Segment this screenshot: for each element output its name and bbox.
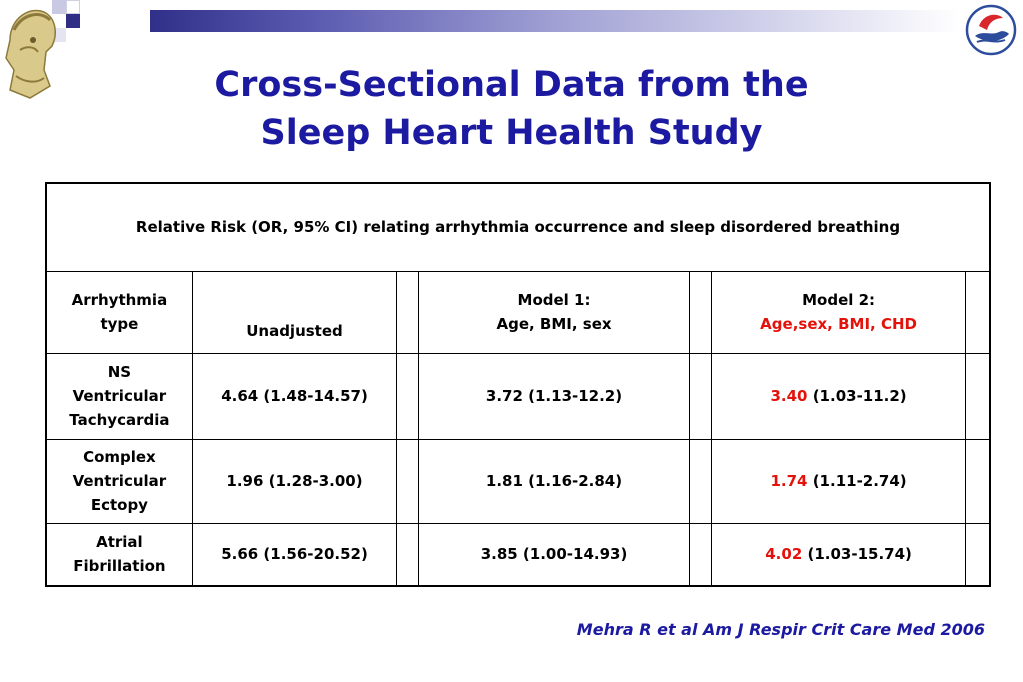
model-2-confidence-interval: (1.11-2.74) (807, 472, 907, 490)
deco-square (66, 14, 80, 28)
deco-square (66, 0, 80, 14)
model-1-cell: 1.81 (1.16-2.84) (418, 438, 690, 524)
page-title-line-2: Sleep Heart Health Study (260, 113, 763, 153)
arrhythmia-type-cell: Atrial Fibrillation (45, 522, 193, 587)
arrhythmia-type-text: NS (107, 363, 132, 381)
unadjusted-cell: 5.66 (1.56-20.52) (191, 522, 398, 587)
column-header-text: Model 1: (517, 291, 591, 309)
arrhythmia-type-text: Complex (83, 448, 156, 466)
spacer-cell (965, 438, 991, 524)
column-header-text: Arrhythmia (71, 291, 168, 309)
arrhythmia-type-text: Ectopy (90, 496, 148, 514)
spacer-cell (396, 270, 420, 354)
spacer-cell (688, 270, 712, 354)
page-title-line-1: Cross-Sectional Data from the (214, 65, 809, 105)
model-2-cell: 1.74 (1.11-2.74) (710, 438, 967, 524)
model-2-cell: 4.02 (1.03-15.74) (710, 522, 967, 587)
spacer-cell (688, 352, 712, 440)
deco-square (52, 0, 66, 14)
citation: Mehra R et al Am J Respir Crit Care Med … (576, 620, 985, 639)
arrhythmia-type-text: Ventricular (72, 472, 167, 490)
organization-emblem-logo (965, 4, 1017, 56)
spacer-cell (396, 438, 420, 524)
relative-risk-table: Relative Risk (OR, 95% CI) relating arrh… (45, 182, 991, 587)
model-2-confidence-interval: (1.03-11.2) (807, 387, 907, 405)
spacer-cell (396, 522, 420, 587)
unadjusted-cell: 4.64 (1.48-14.57) (191, 352, 398, 440)
model-2-odds-ratio: 4.02 (765, 545, 803, 564)
column-header-text: Age,sex, BMI, CHD (760, 315, 917, 333)
table-row: Atrial Fibrillation 5.66 (1.56-20.52) 3.… (45, 522, 991, 587)
arrhythmia-type-text: Ventricular (72, 387, 167, 405)
table-header-cell: Relative Risk (OR, 95% CI) relating arrh… (45, 182, 991, 272)
column-header-model-2: Model 2: Age,sex, BMI, CHD (710, 270, 967, 354)
spacer-cell (965, 352, 991, 440)
arrhythmia-type-text: Fibrillation (73, 557, 166, 576)
column-header-text: Age, BMI, sex (496, 315, 612, 333)
unadjusted-cell: 1.96 (1.28-3.00) (191, 438, 398, 524)
table-header-text: Relative Risk (OR, 95% CI) relating arrh… (135, 218, 901, 237)
table-row: Complex Ventricular Ectopy 1.96 (1.28-3.… (45, 438, 991, 524)
column-header-model-1: Model 1: Age, BMI, sex (418, 270, 690, 354)
table-row: NS Ventricular Tachycardia 4.64 (1.48-14… (45, 352, 991, 440)
arrhythmia-type-text: Atrial (96, 533, 143, 552)
arrhythmia-type-cell: NS Ventricular Tachycardia (45, 352, 193, 440)
column-header-arrhythmia-type: Arrhythmia type (45, 270, 193, 354)
spacer-cell (965, 522, 991, 587)
column-header-text: type (100, 315, 139, 333)
model-1-cell: 3.85 (1.00-14.93) (418, 522, 690, 587)
title-gradient-bar (150, 10, 960, 32)
column-header-unadjusted: Unadjusted (191, 270, 398, 354)
model-2-odds-ratio: 1.74 (770, 472, 808, 490)
arrhythmia-type-cell: Complex Ventricular Ectopy (45, 438, 193, 524)
arrhythmia-type-text: Tachycardia (69, 411, 170, 429)
column-header-text: Model 2: (802, 291, 876, 309)
spacer-cell (688, 438, 712, 524)
model-2-odds-ratio: 3.40 (770, 387, 808, 405)
athena-helmet-logo (5, 9, 57, 99)
column-header-row: Arrhythmia type Unadjusted Model 1: Age,… (45, 270, 991, 354)
model-2-confidence-interval: (1.03-15.74) (802, 545, 912, 564)
model-2-cell: 3.40 (1.03-11.2) (710, 352, 967, 440)
spacer-cell (396, 352, 420, 440)
model-1-cell: 3.72 (1.13-12.2) (418, 352, 690, 440)
spacer-cell (965, 270, 991, 354)
column-header-text: Unadjusted (246, 321, 343, 340)
spacer-cell (688, 522, 712, 587)
